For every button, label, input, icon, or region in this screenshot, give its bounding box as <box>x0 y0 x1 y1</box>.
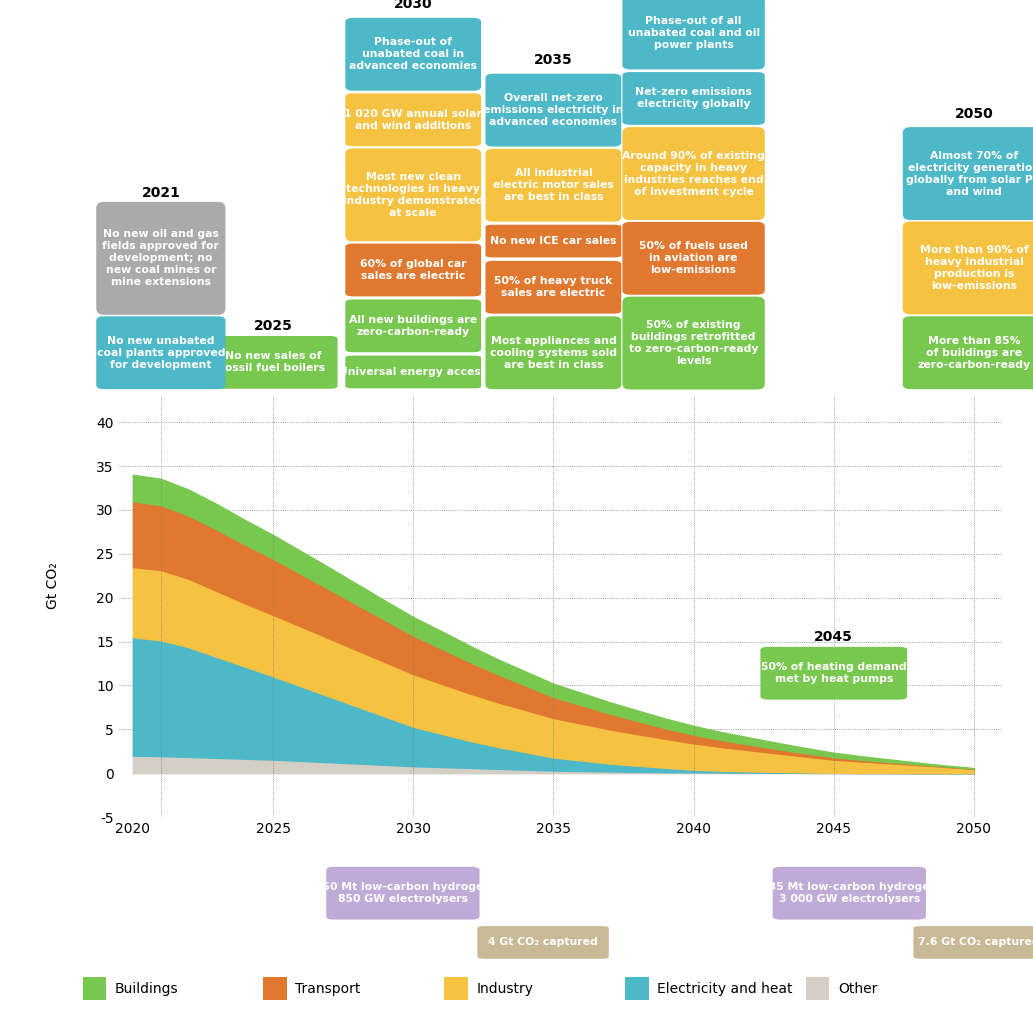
FancyBboxPatch shape <box>83 977 106 1000</box>
Text: Net-zero emissions
electricity globally: Net-zero emissions electricity globally <box>635 87 752 110</box>
Text: Universal energy access: Universal energy access <box>339 367 488 377</box>
Text: Industry: Industry <box>476 982 533 996</box>
FancyBboxPatch shape <box>486 317 621 389</box>
FancyBboxPatch shape <box>486 224 621 258</box>
FancyBboxPatch shape <box>486 149 621 221</box>
Text: Phase-out of
unabated coal in
advanced economies: Phase-out of unabated coal in advanced e… <box>349 38 477 71</box>
Text: All industrial
electric motor sales
are best in class: All industrial electric motor sales are … <box>493 168 614 202</box>
Text: Most new clean
technologies in heavy
industry demonstrated
at scale: Most new clean technologies in heavy ind… <box>343 172 483 218</box>
Text: 2035: 2035 <box>534 53 572 67</box>
Text: 150 Mt low-carbon hydrogen
850 GW electrolysers: 150 Mt low-carbon hydrogen 850 GW electr… <box>315 882 491 904</box>
FancyBboxPatch shape <box>345 18 481 90</box>
Text: Electricity and heat: Electricity and heat <box>657 982 792 996</box>
FancyBboxPatch shape <box>486 74 621 146</box>
Text: 435 Mt low-carbon hydrogen
3 000 GW electrolysers: 435 Mt low-carbon hydrogen 3 000 GW elec… <box>761 882 938 904</box>
Text: 50% of existing
buildings retrofitted
to zero-carbon-ready
levels: 50% of existing buildings retrofitted to… <box>629 320 758 366</box>
FancyBboxPatch shape <box>760 647 907 699</box>
Text: 50% of heavy truck
sales are electric: 50% of heavy truck sales are electric <box>494 276 613 298</box>
FancyBboxPatch shape <box>96 202 225 315</box>
Text: More than 85%
of buildings are
zero-carbon-ready: More than 85% of buildings are zero-carb… <box>917 336 1031 369</box>
Text: 4 Gt CO₂ captured: 4 Gt CO₂ captured <box>489 938 598 947</box>
Text: 1 020 GW annual solar
and wind additions: 1 020 GW annual solar and wind additions <box>344 109 482 131</box>
Text: All new buildings are
zero-carbon-ready: All new buildings are zero-carbon-ready <box>349 315 477 337</box>
Text: 50% of fuels used
in aviation are
low-emissions: 50% of fuels used in aviation are low-em… <box>639 242 748 275</box>
Text: More than 90% of
heavy industrial
production is
low-emissions: More than 90% of heavy industrial produc… <box>919 245 1028 291</box>
Text: No new sales of
fossil fuel boilers: No new sales of fossil fuel boilers <box>220 351 325 374</box>
FancyBboxPatch shape <box>477 926 608 959</box>
Text: Buildings: Buildings <box>115 982 179 996</box>
Text: Almost 70% of
electricity generation
globally from solar PV
and wind: Almost 70% of electricity generation glo… <box>906 150 1033 197</box>
FancyBboxPatch shape <box>345 93 481 146</box>
Text: No new oil and gas
fields approved for
development; no
new coal mines or
mine ex: No new oil and gas fields approved for d… <box>102 229 219 287</box>
FancyBboxPatch shape <box>913 926 1033 959</box>
Text: 50% of heating demand
met by heat pumps: 50% of heating demand met by heat pumps <box>761 662 907 684</box>
Text: Phase-out of all
unabated coal and oil
power plants: Phase-out of all unabated coal and oil p… <box>627 16 759 50</box>
FancyBboxPatch shape <box>773 867 926 920</box>
Text: Transport: Transport <box>295 982 361 996</box>
FancyBboxPatch shape <box>806 977 829 1000</box>
FancyBboxPatch shape <box>209 336 338 389</box>
FancyBboxPatch shape <box>623 127 764 220</box>
FancyBboxPatch shape <box>444 977 468 1000</box>
Text: No new ICE car sales: No new ICE car sales <box>490 236 617 246</box>
FancyBboxPatch shape <box>345 148 481 242</box>
FancyBboxPatch shape <box>623 296 764 390</box>
FancyBboxPatch shape <box>623 222 764 294</box>
Text: 2025: 2025 <box>253 319 292 333</box>
Text: Most appliances and
cooling systems sold
are best in class: Most appliances and cooling systems sold… <box>490 336 617 369</box>
Text: 2050: 2050 <box>954 107 994 121</box>
Text: 60% of global car
sales are electric: 60% of global car sales are electric <box>359 259 467 281</box>
FancyBboxPatch shape <box>486 261 621 314</box>
FancyBboxPatch shape <box>623 0 764 69</box>
FancyBboxPatch shape <box>623 72 764 125</box>
FancyBboxPatch shape <box>326 867 479 920</box>
Text: Overall net-zero
emissions electricity in
advanced economies: Overall net-zero emissions electricity i… <box>483 93 624 127</box>
FancyBboxPatch shape <box>625 977 649 1000</box>
FancyBboxPatch shape <box>903 317 1033 389</box>
Text: Gt CO₂: Gt CO₂ <box>45 562 60 609</box>
FancyBboxPatch shape <box>903 127 1033 220</box>
Text: No new unabated
coal plants approved
for development: No new unabated coal plants approved for… <box>97 336 225 369</box>
FancyBboxPatch shape <box>345 299 481 352</box>
Text: 2030: 2030 <box>394 0 433 11</box>
FancyBboxPatch shape <box>345 244 481 296</box>
FancyBboxPatch shape <box>96 317 225 389</box>
Text: 7.6 Gt CO₂ captured: 7.6 Gt CO₂ captured <box>918 938 1033 947</box>
FancyBboxPatch shape <box>263 977 287 1000</box>
FancyBboxPatch shape <box>345 355 481 389</box>
Text: Around 90% of existing
capacity in heavy
industries reaches end
of investment cy: Around 90% of existing capacity in heavy… <box>622 150 765 197</box>
Text: Other: Other <box>838 982 877 996</box>
Text: 2045: 2045 <box>814 629 853 644</box>
FancyBboxPatch shape <box>903 221 1033 315</box>
Text: 2021: 2021 <box>142 186 181 200</box>
